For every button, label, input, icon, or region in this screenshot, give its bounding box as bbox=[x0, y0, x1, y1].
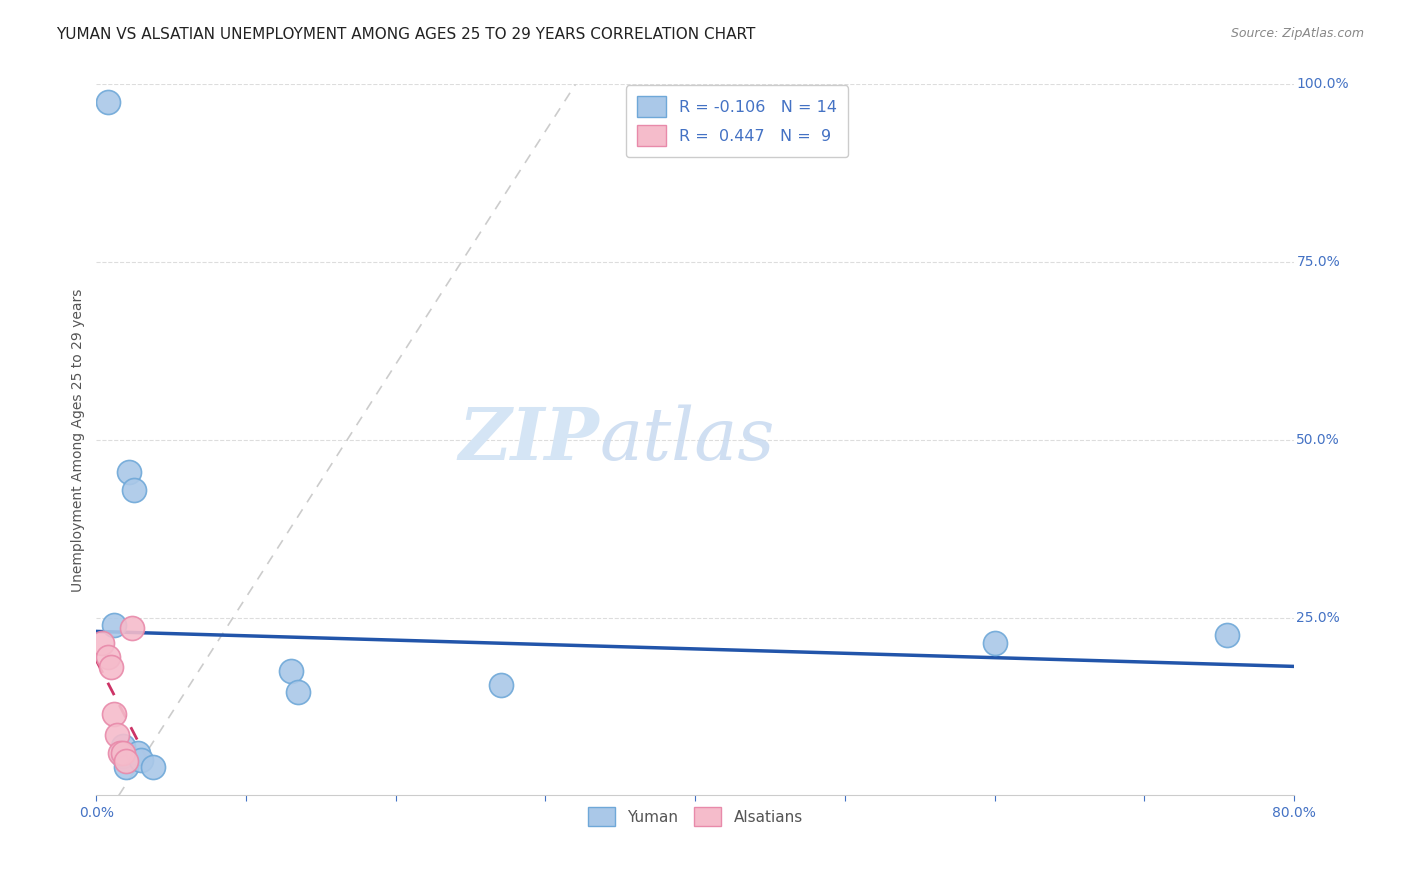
Point bbox=[112, 749, 135, 764]
Point bbox=[115, 754, 138, 768]
Point bbox=[112, 739, 135, 753]
Point bbox=[115, 760, 138, 774]
Text: ZIP: ZIP bbox=[458, 404, 599, 475]
Point bbox=[100, 660, 122, 674]
Legend: Yuman, Alsatians: Yuman, Alsatians bbox=[581, 799, 810, 834]
Point bbox=[97, 649, 120, 664]
Point bbox=[122, 483, 145, 497]
Point bbox=[105, 728, 128, 742]
Text: Source: ZipAtlas.com: Source: ZipAtlas.com bbox=[1230, 27, 1364, 40]
Text: 25.0%: 25.0% bbox=[1296, 611, 1340, 624]
Point bbox=[129, 753, 152, 767]
Point bbox=[127, 746, 149, 760]
Point bbox=[110, 746, 132, 760]
Text: 75.0%: 75.0% bbox=[1296, 255, 1340, 269]
Point bbox=[489, 678, 512, 692]
Point bbox=[1215, 628, 1237, 642]
Point bbox=[983, 635, 1005, 649]
Point bbox=[121, 621, 143, 635]
Point bbox=[280, 664, 302, 678]
Point bbox=[118, 465, 141, 479]
Point bbox=[142, 760, 165, 774]
Point bbox=[103, 617, 125, 632]
Text: 50.0%: 50.0% bbox=[1296, 433, 1340, 447]
Point bbox=[112, 746, 135, 760]
Point bbox=[103, 706, 125, 721]
Point bbox=[287, 685, 309, 699]
Text: 100.0%: 100.0% bbox=[1296, 78, 1348, 92]
Text: atlas: atlas bbox=[599, 405, 775, 475]
Point bbox=[97, 95, 120, 110]
Y-axis label: Unemployment Among Ages 25 to 29 years: Unemployment Among Ages 25 to 29 years bbox=[72, 288, 86, 591]
Point bbox=[91, 635, 114, 649]
Text: YUMAN VS ALSATIAN UNEMPLOYMENT AMONG AGES 25 TO 29 YEARS CORRELATION CHART: YUMAN VS ALSATIAN UNEMPLOYMENT AMONG AGE… bbox=[56, 27, 755, 42]
